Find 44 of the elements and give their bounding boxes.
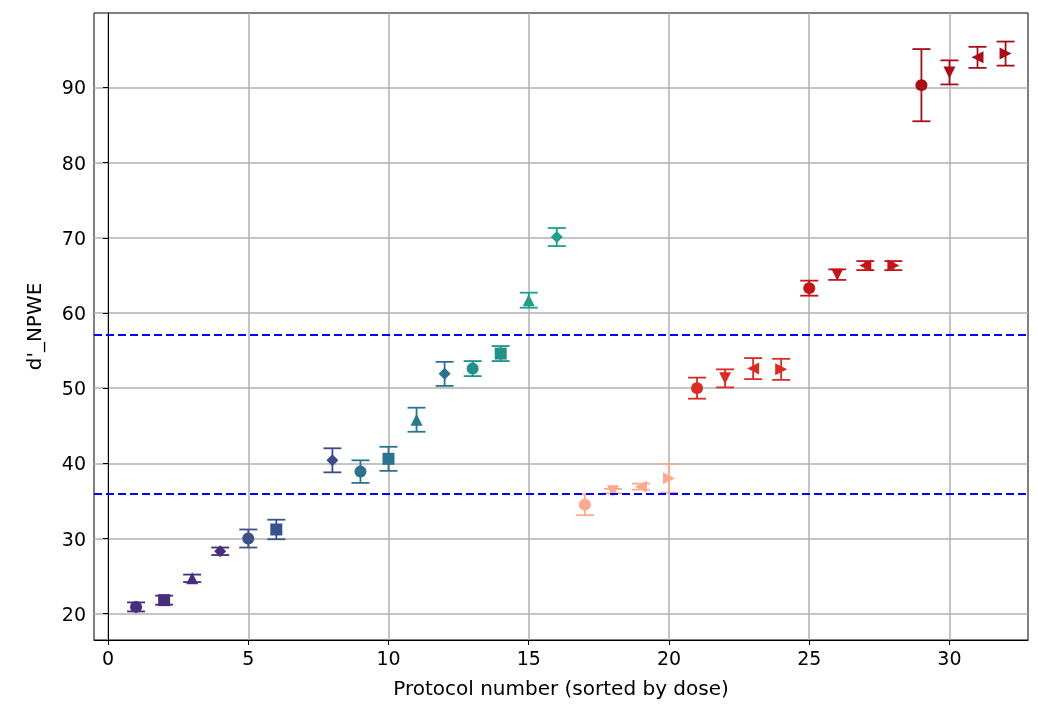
x-axis-title: Protocol number (sorted by dose) (393, 676, 729, 700)
point (130, 600, 143, 613)
point (158, 594, 171, 607)
y-tick-label: 60 (61, 301, 86, 324)
point (803, 282, 816, 295)
point (915, 79, 928, 92)
point (382, 452, 395, 465)
point (186, 572, 199, 585)
point (662, 472, 675, 485)
point (775, 363, 788, 376)
point (214, 545, 227, 558)
point (606, 485, 619, 498)
point (438, 367, 451, 380)
point (971, 51, 984, 64)
point (831, 268, 844, 281)
y-tick-label: 70 (61, 226, 86, 249)
point (999, 47, 1012, 60)
y-tick-label: 40 (61, 452, 86, 475)
point (747, 362, 760, 375)
point (691, 382, 704, 395)
y-tick-label: 80 (61, 151, 86, 174)
x-tick-label: 20 (656, 646, 682, 669)
point (522, 294, 535, 307)
point (466, 362, 479, 375)
point (859, 259, 872, 272)
x-tick-label: 15 (516, 646, 541, 669)
x-tick-label: 10 (376, 646, 401, 669)
point (494, 347, 507, 360)
x-tick-label: 25 (797, 646, 822, 669)
point (270, 523, 283, 536)
point (578, 498, 591, 511)
y-tick-label: 50 (61, 377, 86, 400)
y-tick-label: 90 (61, 76, 86, 99)
point (326, 454, 339, 467)
point (634, 480, 647, 493)
point (943, 66, 956, 79)
x-tick-label: 0 (101, 646, 115, 669)
y-axis-title: d'_NPWE (22, 282, 46, 371)
point (354, 465, 367, 478)
y-tick-label: 30 (61, 527, 86, 550)
x-tick-label: 30 (937, 646, 962, 669)
y-tick-label: 20 (61, 602, 86, 625)
point (887, 259, 900, 272)
x-tick-label: 5 (242, 646, 255, 669)
